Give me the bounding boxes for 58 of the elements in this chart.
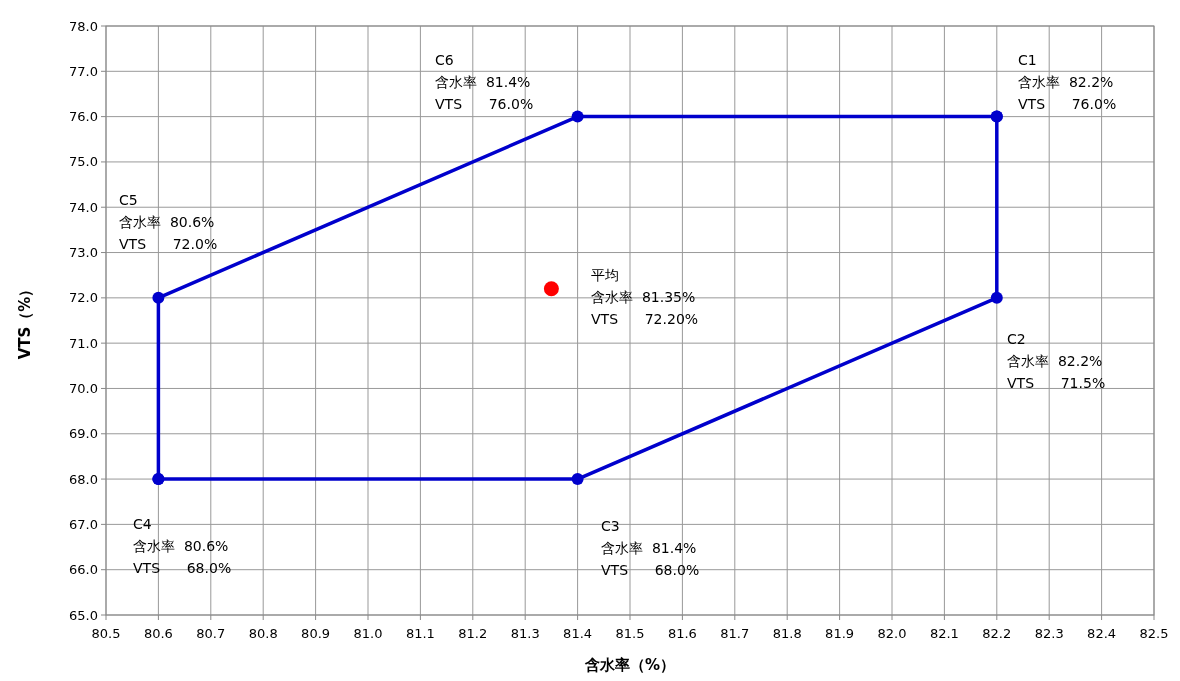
annotation: C6 [435,51,454,68]
annotation: VTS 72.20% [591,310,699,327]
y-tick-label: 76.0 [69,109,98,125]
annotation: 含水率 81.4% [601,539,697,556]
annotation: VTS 71.5% [1007,374,1106,391]
x-tick-label: 80.7 [196,626,226,641]
y-tick-label: 72.0 [69,290,98,306]
y-tick-label: 70.0 [69,381,98,397]
x-tick-label: 82.3 [1034,626,1064,641]
x-tick-label: 80.6 [143,626,173,641]
y-axis-title: VTS（%） [16,281,34,360]
annotation: 含水率 82.2% [1018,73,1114,90]
y-tick-label: 69.0 [69,426,98,442]
annotation: VTS 72.0% [119,235,218,252]
y-tick-label: 74.0 [69,199,98,215]
y-tick-label: 75.0 [69,154,98,170]
annotation: C2 [1007,330,1026,347]
x-tick-label: 80.8 [248,626,278,641]
annotation: 含水率 80.6% [133,537,229,554]
annotation: 含水率 82.2% [1007,352,1103,369]
y-tick-label: 78.0 [69,18,98,34]
x-tick-label: 80.9 [301,626,331,641]
annotation: C1 [1018,51,1037,68]
y-tick-label: 68.0 [69,471,98,487]
y-tick-label: 65.0 [69,607,98,623]
x-tick-label: 81.8 [772,626,802,641]
x-tick-label: 82.4 [1087,626,1117,641]
x-tick-label: 81.2 [458,626,488,641]
annotation: VTS 76.0% [435,95,534,112]
y-tick-label: 77.0 [69,63,98,79]
annotation: C5 [119,191,138,208]
x-tick-label: 81.5 [615,626,645,641]
x-tick-label: 81.4 [563,626,593,641]
x-tick-label: 81.6 [667,626,697,641]
x-tick-label: 81.9 [825,626,855,641]
x-axis-title: 含水率（%） [583,656,676,674]
annotation: 含水率 80.6% [119,213,215,230]
x-tick-label: 82.5 [1139,626,1169,641]
annotation: VTS 68.0% [133,559,232,576]
annotation: C3 [601,517,620,534]
x-tick-label: 81.7 [720,626,750,641]
y-tick-label: 66.0 [69,562,98,578]
x-tick-label: 81.1 [405,626,435,641]
x-tick-label: 82.2 [982,626,1012,641]
y-tick-label: 73.0 [69,245,98,261]
y-tick-label: 71.0 [69,335,98,351]
annotation: 含水率 81.35% [591,288,696,305]
annotation: VTS 68.0% [601,561,700,578]
annotation: 平均 [591,266,619,283]
x-tick-label: 80.5 [91,626,121,641]
x-tick-label: 82.1 [929,626,959,641]
x-tick-label: 81.3 [510,626,540,641]
annotation: C4 [133,515,152,532]
annotation: VTS 76.0% [1018,95,1117,112]
x-tick-label: 81.0 [353,626,383,641]
annotation: 含水率 81.4% [435,73,531,90]
x-tick-label: 82.0 [877,626,907,641]
y-tick-label: 67.0 [69,516,98,532]
